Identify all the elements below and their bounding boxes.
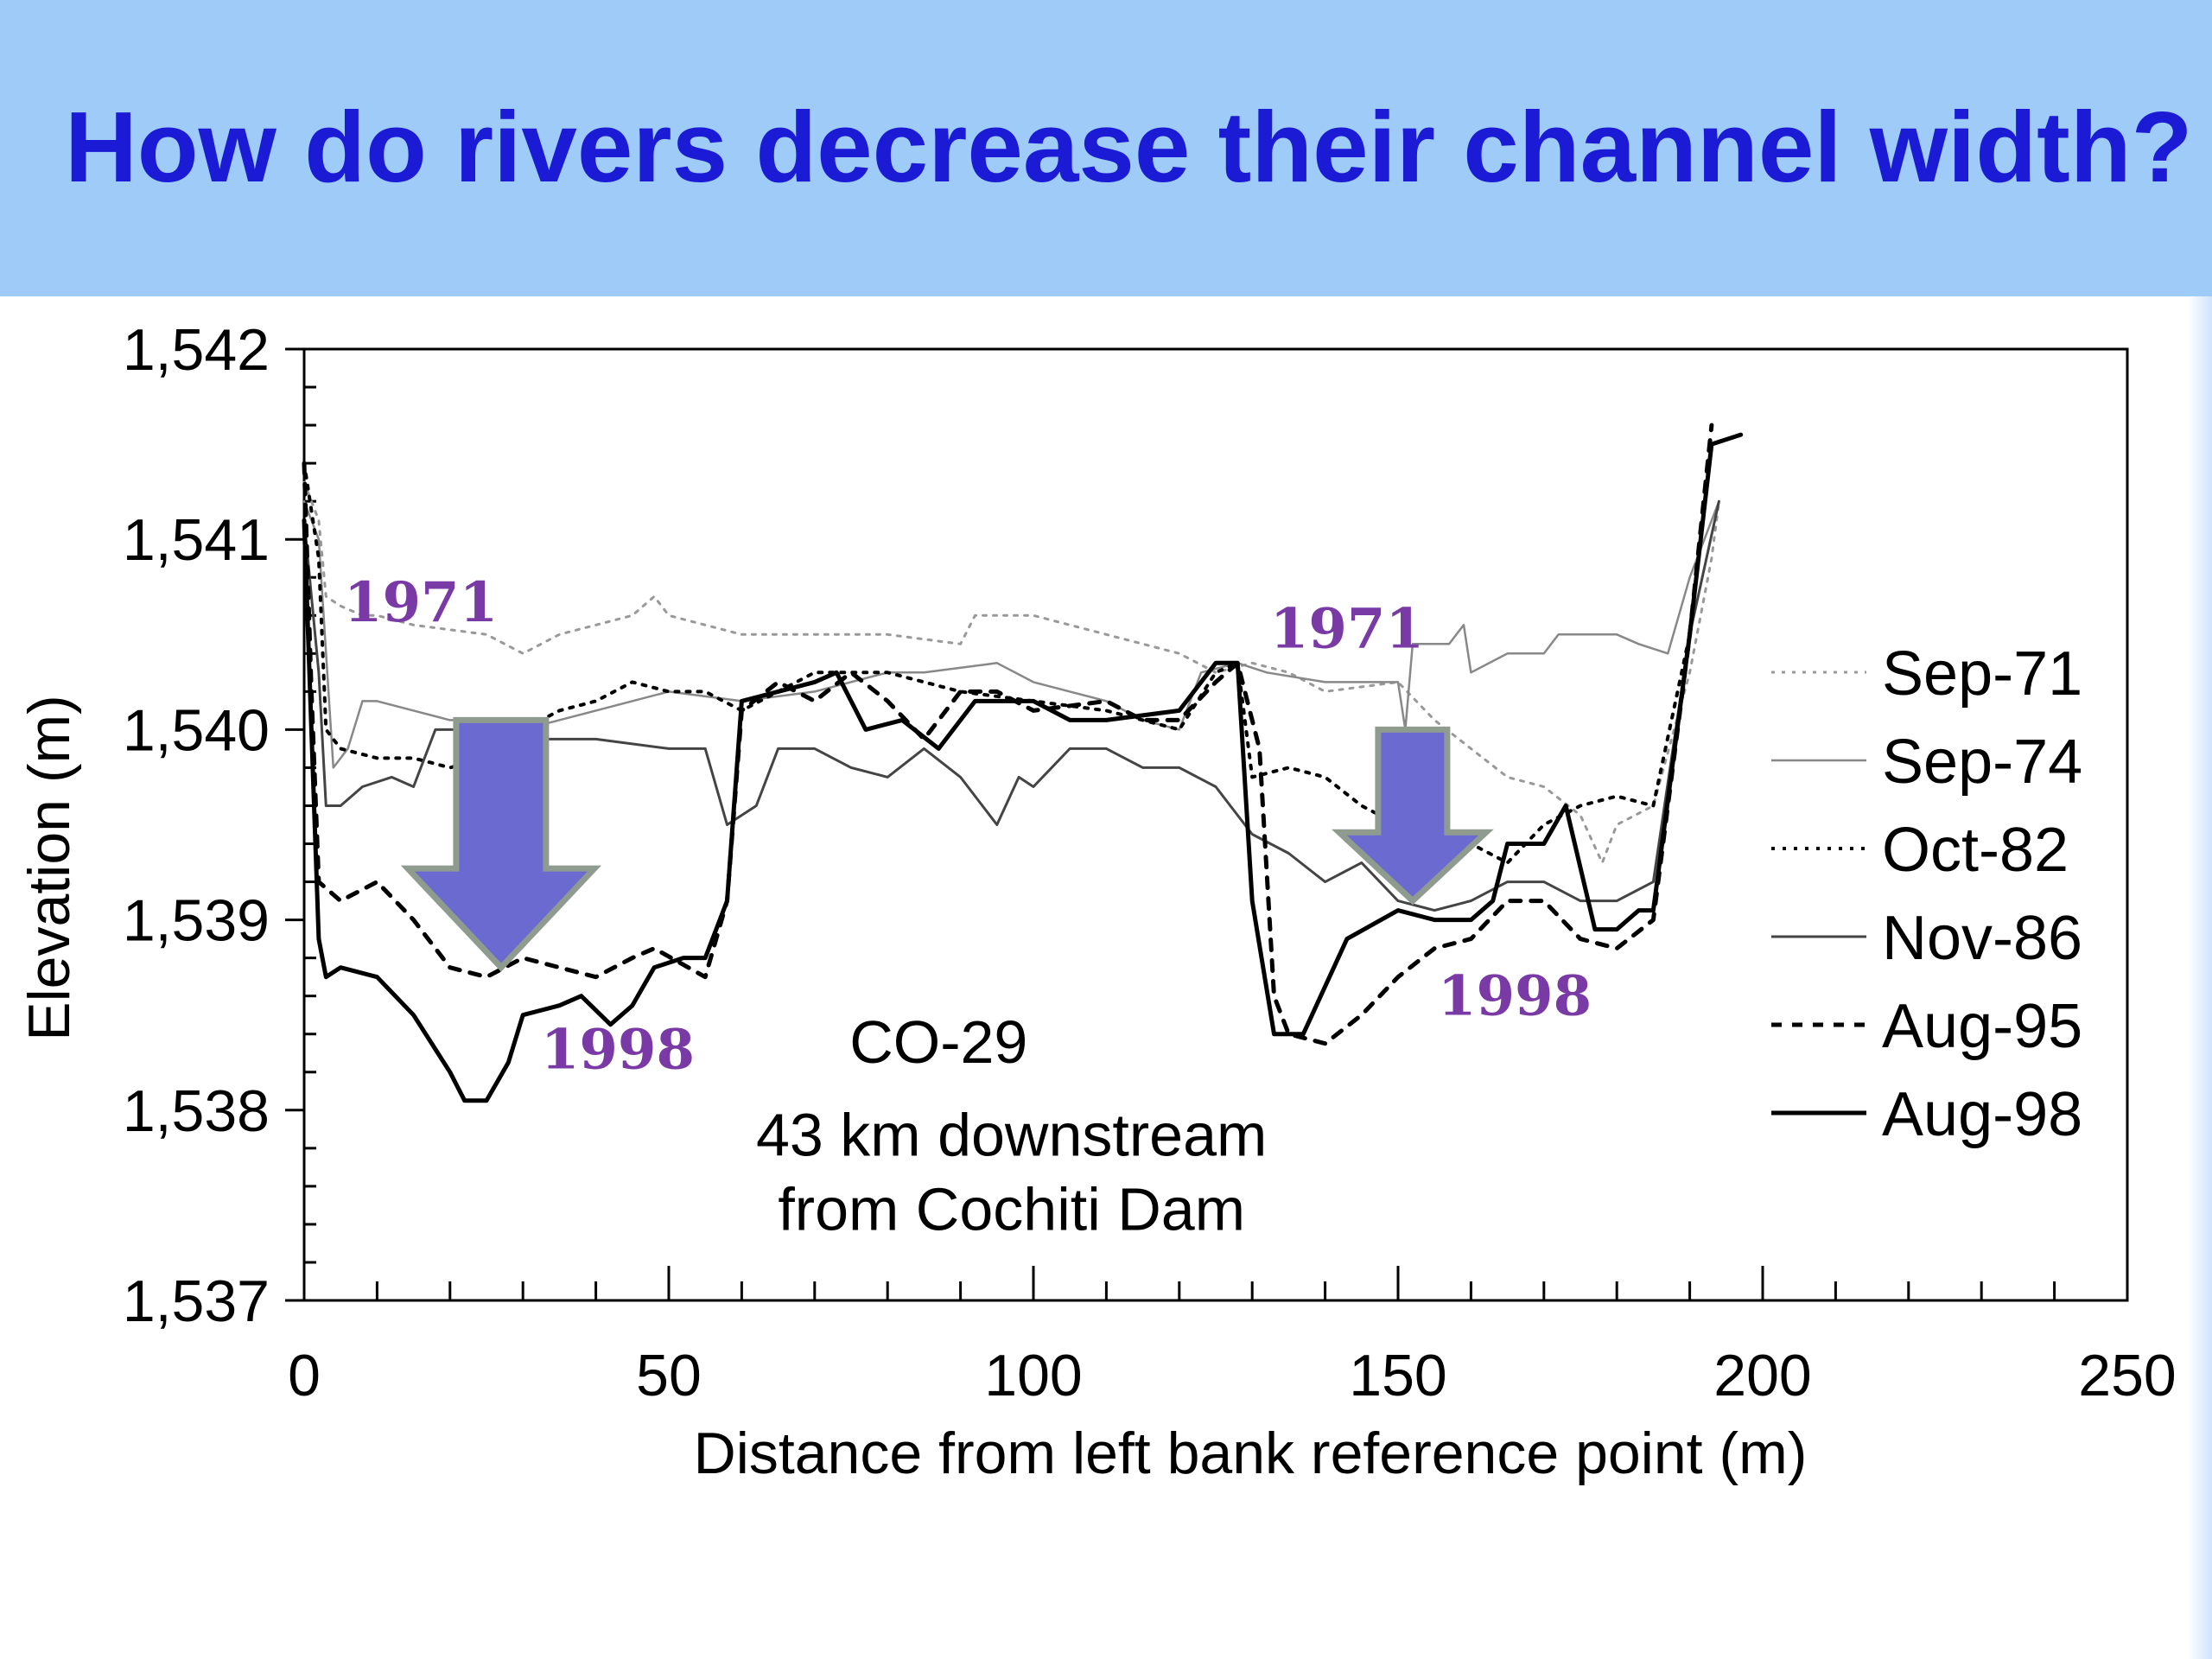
y-tick-label: 1,539 xyxy=(123,888,270,954)
series-line-sep-74 xyxy=(302,499,1720,769)
legend-label-sep-74: Sep-74 xyxy=(1882,728,2082,797)
x-tick-label: 50 xyxy=(636,1343,702,1408)
chart-axes xyxy=(285,347,2129,1302)
slide-edge-strip xyxy=(2188,296,2212,1659)
x-tick-label: 100 xyxy=(984,1343,1082,1408)
site-note-6: 43 km downstream xyxy=(756,1102,1267,1169)
year-label-2: 1998 xyxy=(541,1017,695,1082)
chart-arrows xyxy=(400,716,1494,972)
chart-tick-labels: 0 50 100 150 200 250 1,537 1,538 1,539 1,540 1,541… xyxy=(123,317,2177,1408)
x-tick-label: 0 xyxy=(288,1343,321,1408)
site-note-7: from Cochiti Dam xyxy=(778,1176,1245,1243)
x-tick-label: 250 xyxy=(2078,1343,2176,1408)
y-tick-label: 1,541 xyxy=(123,507,270,573)
y-axis-title: Elevation (m) xyxy=(16,695,82,1041)
series-line-sep-71 xyxy=(302,480,1720,864)
series-line-aug-95 xyxy=(302,423,1714,1046)
year-label-3: 1971 xyxy=(1270,597,1424,662)
x-tick-label: 200 xyxy=(1713,1343,1811,1408)
x-axis-title: Distance from left bank reference point … xyxy=(694,1421,1808,1486)
y-tick-label: 1,540 xyxy=(123,697,270,763)
y-tick-label: 1,538 xyxy=(123,1078,270,1144)
legend-label-nov-86: Nov-86 xyxy=(1882,904,2082,973)
legend-label-oct-82: Oct-82 xyxy=(1882,816,2069,885)
y-tick-label: 1,537 xyxy=(123,1268,270,1334)
site-note-5: CO-29 xyxy=(849,1008,1027,1076)
title-band xyxy=(0,0,2212,296)
slide-title: How do rivers decrease their channel wid… xyxy=(65,91,2193,203)
down-arrow-2 xyxy=(1332,726,1494,906)
legend-label-sep-71: Sep-71 xyxy=(1882,639,2082,709)
x-tick-label: 150 xyxy=(1349,1343,1446,1408)
down-arrow-1 xyxy=(400,716,602,972)
series-line-nov-86 xyxy=(302,499,1720,912)
plot-frame xyxy=(302,347,2129,1302)
legend-label-aug-98: Aug-98 xyxy=(1882,1080,2082,1149)
year-label-1: 1971 xyxy=(344,570,498,635)
series-line-aug-98 xyxy=(302,432,1744,1103)
chart-annotations: 1971 1998 1971 1998 CO-29 43 km downstream fro… xyxy=(344,570,1592,1243)
chart-legend: Sep-71 Sep-74 Oct-82 Nov-86 Aug-95 Aug-98 xyxy=(1771,639,2082,1149)
legend-label-aug-95: Aug-95 xyxy=(1882,992,2082,1061)
y-tick-label: 1,542 xyxy=(123,317,270,383)
year-label-4: 1998 xyxy=(1438,964,1592,1029)
